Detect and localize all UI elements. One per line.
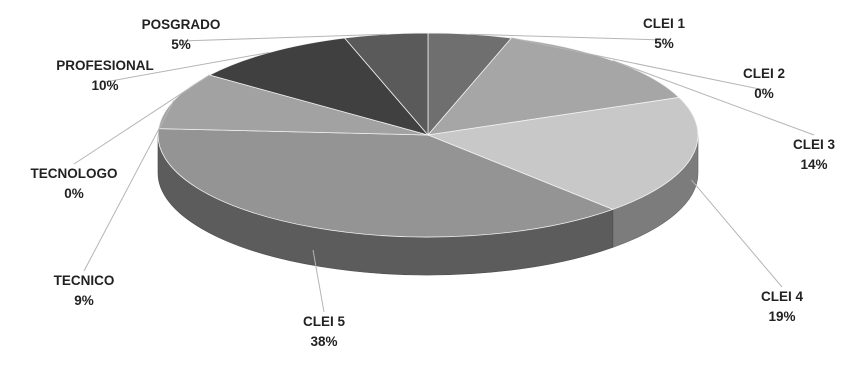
slice-label-tecnico: TECNICO <box>54 273 115 288</box>
leader-line-posgrado <box>180 33 386 42</box>
slice-profesional <box>208 37 430 136</box>
slice-value-clei-5: 38% <box>310 334 337 349</box>
slice-value-clei-4: 19% <box>768 309 795 324</box>
pie-top <box>157 32 699 238</box>
slice-label-profesional: PROFESIONAL <box>56 58 154 73</box>
slice-labels: CLEI 1 5% CLEI 2 0% CLEI 3 14% CLEI 4 19% CLEI 5… <box>31 16 836 349</box>
slice-label-clei-1: CLEI 1 <box>643 16 686 31</box>
leader-line-clei-4 <box>691 179 783 288</box>
slice-value-profesional: 10% <box>91 78 118 93</box>
slice-value-tecnico: 9% <box>74 293 94 308</box>
slice-posgrado <box>343 32 429 137</box>
leader-line-clei-5 <box>312 250 325 313</box>
slice-label-tecnologo: TECNOLOGO <box>31 166 118 181</box>
slice-clei-4 <box>426 97 699 210</box>
leader-lines <box>73 33 815 313</box>
slice-label-clei-3: CLEI 3 <box>793 137 836 152</box>
slice-value-clei-1: 5% <box>654 36 674 51</box>
slice-value-clei-2: 0% <box>754 86 774 101</box>
slice-value-posgrado: 5% <box>171 37 191 52</box>
leader-line-tecnologo <box>73 74 210 165</box>
slice-label-posgrado: POSGRADO <box>142 17 221 32</box>
slice-value-clei-3: 14% <box>800 157 827 172</box>
leader-line-tecnico <box>83 100 175 272</box>
slice-label-clei-2: CLEI 2 <box>743 66 785 81</box>
leader-line-clei-2 <box>511 37 765 91</box>
leader-line-profesional <box>104 51 270 83</box>
slice-label-clei-4: CLEI 4 <box>761 289 804 304</box>
slice-label-clei-5: CLEI 5 <box>303 314 346 329</box>
leader-line-clei-1 <box>470 33 665 41</box>
slice-value-tecnologo: 0% <box>64 186 84 201</box>
leader-line-clei-3 <box>612 60 815 136</box>
slice-clei-5 <box>157 128 614 238</box>
